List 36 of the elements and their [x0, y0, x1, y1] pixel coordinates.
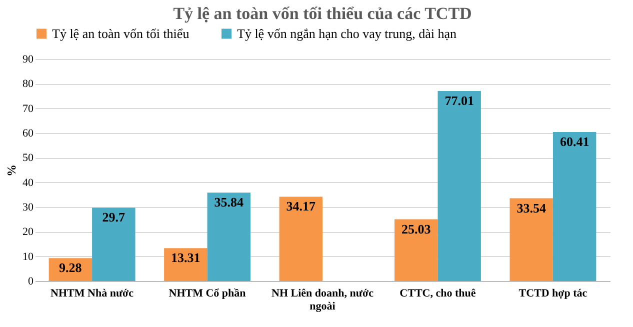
bar — [510, 198, 553, 281]
bar — [279, 196, 322, 281]
y-tick-label: 20 — [22, 226, 34, 238]
y-tick-label: 60 — [22, 128, 34, 140]
x-tick-label: CTTC, cho thuê — [400, 288, 476, 300]
y-tick-label: 0 — [28, 276, 34, 288]
bar — [394, 219, 438, 281]
y-tick-label: 70 — [22, 102, 34, 115]
x-tick-label: NHTM Cổ phần — [168, 288, 246, 300]
bar — [438, 91, 481, 281]
chart-title: Tỷ lệ an toàn vốn tối thiểu của các TCTD — [173, 4, 472, 23]
bar — [207, 192, 250, 281]
bar — [164, 248, 208, 281]
data-label: 25.03 — [402, 221, 432, 236]
y-axis-title: % — [4, 164, 18, 176]
bar — [92, 208, 136, 281]
x-tick-label: TCTD hợp tác — [518, 288, 588, 300]
data-label: 60.41 — [560, 134, 590, 149]
y-tick-label: 50 — [22, 152, 34, 164]
bar — [552, 132, 596, 281]
x-tick-label: NH Liên doanh, nước ngoài — [272, 288, 374, 312]
y-tick-label: 80 — [22, 78, 34, 90]
data-label: 33.54 — [516, 200, 546, 216]
x-tick-label: NHTM Nhà nước — [50, 288, 134, 300]
data-label: 35.84 — [214, 194, 244, 210]
data-label: 9.28 — [59, 260, 82, 276]
data-label: 34.17 — [286, 198, 316, 214]
data-label: 13.31 — [171, 250, 200, 266]
legend-label: Tỷ lệ vốn ngắn hạn cho vay trung, dài hạn — [237, 26, 457, 41]
y-tick-label: 10 — [22, 250, 34, 263]
y-tick-label: 30 — [22, 202, 34, 214]
y-tick-label: 40 — [22, 176, 34, 189]
data-label: 77.01 — [444, 93, 474, 108]
data-label: 29.7 — [102, 210, 126, 225]
y-tick-label: 90 — [22, 54, 34, 66]
legend-label: Tỷ lệ an toàn vốn tối thiểu — [52, 26, 190, 41]
